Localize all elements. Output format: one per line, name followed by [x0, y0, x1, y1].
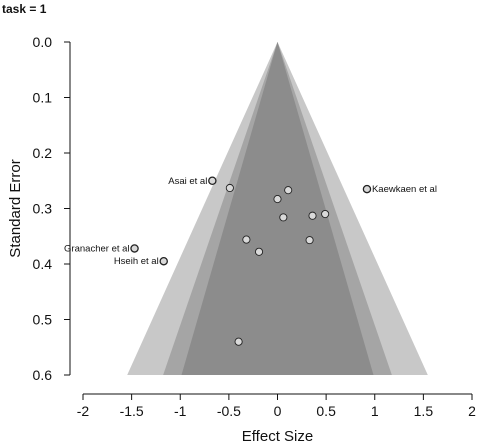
x-tick-label: -1.5 — [120, 403, 144, 419]
study-point — [254, 247, 264, 256]
x-tick-label: 0.5 — [316, 403, 336, 419]
y-tick-label: 0.2 — [33, 145, 53, 161]
study-point-labeled — [159, 256, 168, 266]
y-axis-title: Standard Error — [7, 159, 24, 257]
x-tick-label: -0.5 — [217, 403, 241, 419]
study-point-labeled — [208, 176, 217, 185]
x-tick-label: 1.5 — [414, 403, 434, 419]
study-labels: Asai et al Kaewkaen et al Granacher et al H… — [64, 176, 437, 267]
x-tick-label: 0 — [274, 403, 282, 419]
y-tick-label: 0.5 — [33, 312, 53, 328]
x-tick-label: -1 — [174, 403, 187, 419]
panel-title: task = 1 — [2, 2, 47, 16]
study-point-labeled — [130, 244, 139, 253]
x-tick-label: 2 — [468, 403, 476, 419]
study-point — [225, 183, 234, 193]
study-point — [242, 235, 251, 244]
y-tick-label: 0.4 — [33, 256, 53, 272]
study-point — [321, 209, 330, 219]
axes: 0.0 0.1 0.2 0.3 0.4 0.5 0.6 -2 -1.5 -1 -0.5 0 0.5 1 1… — [7, 34, 476, 445]
study-point — [234, 337, 243, 346]
study-point-labeled — [362, 184, 372, 194]
study-label: Granacher et al — [64, 243, 129, 254]
x-axis: -2 -1.5 -1 -0.5 0 0.5 1 1.5 2 — [77, 393, 476, 419]
y-tick-label: 0.1 — [33, 90, 53, 106]
y-tick-label: 0.3 — [33, 201, 53, 217]
funnel-regions — [127, 42, 428, 375]
y-axis: 0.0 0.1 0.2 0.3 0.4 0.5 0.6 — [33, 34, 71, 383]
study-label: Asai et al — [168, 176, 207, 187]
funnel-region-z-1-645 — [181, 42, 374, 375]
x-tick-label: 1 — [371, 403, 379, 419]
study-label: Hseih et al — [114, 256, 159, 267]
study-point — [284, 186, 293, 195]
y-tick-label: 0.6 — [33, 367, 53, 383]
study-point — [308, 211, 317, 220]
study-label: Kaewkaen et al — [372, 184, 437, 195]
x-tick-label: -2 — [77, 403, 90, 419]
study-points — [130, 176, 372, 346]
x-axis-title: Effect Size — [242, 428, 313, 445]
y-tick-label: 0.0 — [33, 34, 53, 50]
study-point — [273, 195, 282, 204]
study-point — [305, 236, 314, 245]
study-point — [279, 213, 288, 222]
